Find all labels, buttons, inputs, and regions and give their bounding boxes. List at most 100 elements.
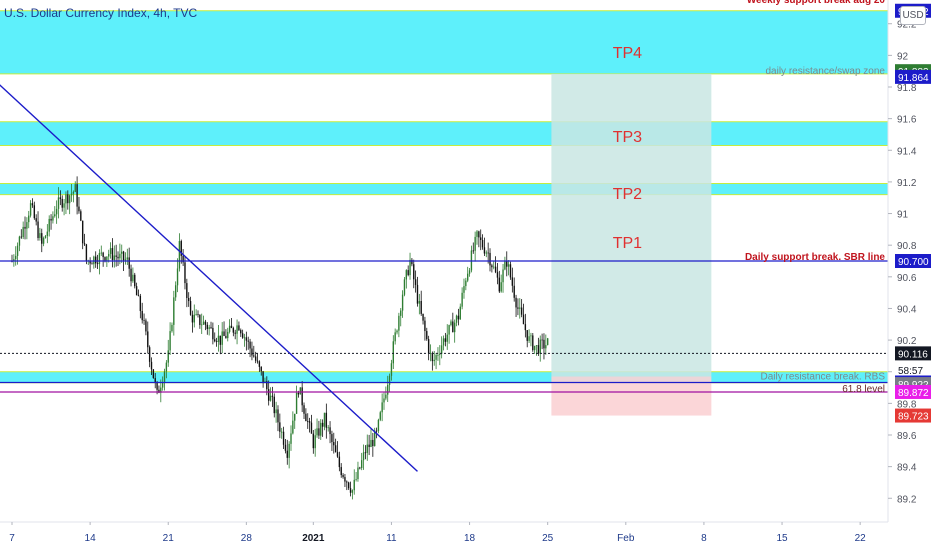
candle-body [57,197,60,209]
x-tick-label: 11 [386,533,397,544]
price-tag [895,69,931,84]
candle-body [370,439,372,448]
candle-body [41,233,43,244]
candle-body [286,450,288,458]
candle-body [541,339,543,341]
candle-body [546,338,549,346]
candle-body [390,363,393,376]
candle-body [59,197,62,199]
trendline [0,84,418,472]
candle-body [474,236,476,251]
candle-body [31,203,34,206]
candle-body [526,330,528,341]
time-axis-background [0,522,888,550]
candle-body [498,277,501,292]
price-axis-background [888,0,932,550]
zone-band [0,371,888,383]
candle-body [506,261,508,267]
candle-body [161,382,164,388]
candle-body [394,332,396,342]
candle-body [485,252,487,254]
candle-body [351,490,354,493]
candle-body [95,256,97,264]
candle-body [215,341,218,343]
candle-body [150,361,153,370]
candle-body [401,294,404,311]
tp-label: TP3 [613,129,642,146]
candle-body [368,444,370,448]
candle-body [353,479,355,491]
candle-body [433,359,435,362]
currency-button[interactable]: USD [900,6,926,25]
candle-body [115,255,117,257]
candle-body [440,345,443,354]
candle-body [124,259,127,261]
candle-body [171,324,173,332]
candle-body [117,256,119,259]
candle-body [228,325,231,332]
candle-body [295,392,298,414]
candle-body [493,266,495,268]
target-zone [551,73,712,377]
candle-body [137,295,140,297]
candle-body [210,327,212,329]
candle-body [372,439,374,447]
candle-body [282,431,285,445]
candle-body [33,205,36,219]
y-tick-label: 91.2 [897,178,917,189]
candle-body [504,261,506,270]
candle-body [398,315,400,331]
candle-body [65,194,67,204]
candle-body [439,353,441,355]
candle-body [327,427,329,429]
candle-body [347,482,350,489]
candle-body [381,402,383,413]
candle-body [230,325,233,329]
y-tick-label: 91.4 [897,146,917,157]
candle-body [160,387,162,393]
y-tick-label: 90.4 [897,304,917,315]
candle-body [355,479,357,480]
candle-body [426,331,428,340]
candle-body [186,283,188,298]
candle-body [236,325,238,334]
candle-body [227,331,229,339]
candle-body [334,445,337,453]
candle-body [446,334,448,342]
candle-body [284,444,287,451]
candle-body [288,443,290,458]
candle-body [132,274,134,282]
candle-body [29,203,32,216]
candle-body [247,340,249,342]
candle-body [533,345,536,351]
candle-body [50,218,52,221]
candle-body [126,257,129,260]
candle-body [457,315,460,320]
candle-body [429,352,432,354]
candle-body [388,375,391,385]
y-tick-label: 90.8 [897,241,917,252]
price-tag [895,254,931,268]
x-tick-label: 2021 [302,533,325,544]
candle-body [269,395,272,401]
candle-body [201,324,203,326]
candle-body [202,321,205,325]
price-tag-label: 89.723 [898,412,929,423]
candle-body [169,331,171,351]
candle-body [357,467,359,480]
candle-body [537,345,540,354]
candle-body [375,430,378,432]
candle-body [431,352,434,362]
candle-body [336,452,339,457]
candle-body [483,247,486,254]
x-tick-label: 28 [241,533,253,544]
candle-body [340,467,342,476]
candle-body [331,434,333,443]
candle-body [292,420,294,434]
y-tick-label: 89.6 [897,431,917,442]
candle-body [513,285,515,298]
candle-body [182,255,184,263]
candle-body [55,208,58,215]
candle-body [234,332,236,334]
